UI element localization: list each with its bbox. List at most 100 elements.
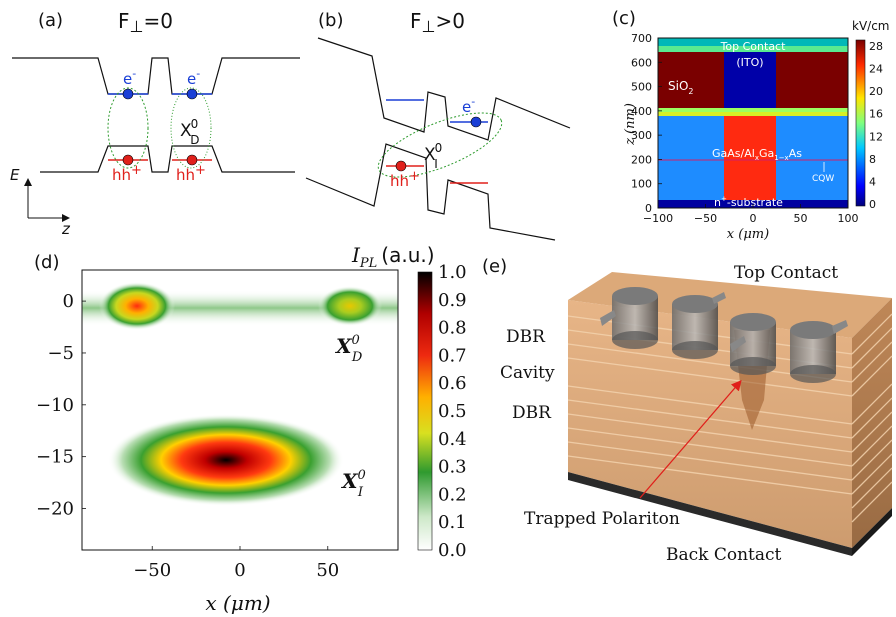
dbr-bottom-label: DBR [512,403,552,423]
electron-label: e [123,70,132,88]
pillar [600,287,658,349]
field-map-ytick-label: 400 [631,105,652,118]
field-map-ytick-label: 500 [631,81,652,94]
field-colorbar-ticks: 28 24 20 16 12 8 4 0 [869,40,883,211]
field-map-ylabel: z (nm) [623,103,638,146]
conduction-band-a [12,57,300,95]
pl-colorbar-tick-label: 0.1 [438,512,467,533]
field-colorbar-tick-label: 20 [869,85,883,98]
field-map-xtick-label: 50 [794,212,808,225]
hole-dot [395,160,407,172]
field-map-xtick-label: 100 [838,212,859,225]
pl-spot-direct-left [99,282,175,330]
field-colorbar-tick-label: 28 [869,40,883,53]
pl-colorbar-tick-label: 0.8 [438,318,467,339]
panel-c-label: (c) [612,8,636,29]
pl-spot-direct-right [318,286,382,326]
pl-spot-indirect [108,414,344,506]
pl-colorbar [417,271,433,551]
field-map-xtick-label: −50 [694,212,717,225]
exciton-ring-direct-left [107,87,149,169]
hole-label: hh [176,166,195,184]
pl-map-x-ticks: −50 0 50 [133,546,339,581]
field-colorbar-tick-label: 12 [869,130,883,143]
pl-map-ytick-label: −20 [36,499,74,520]
device-side-face [852,298,892,548]
substrate-label: n+-substrate [714,195,783,209]
z-axis-label: z [61,220,71,238]
electron-label: e [187,70,196,88]
panel-d: (d) X0 D X0 I 0 −5 −10 −15 −20 −50 0 50 x (μm) I… [34,243,467,615]
field-map-xlabel: x (μm) [727,227,769,242]
svg-text:F⊥>0: F⊥>0 [410,9,465,36]
pl-map-ytick-label: 0 [63,291,74,312]
pl-colorbar-tick-label: 0.6 [438,373,467,394]
field-colorbar-tick-label: 24 [869,63,883,76]
electron-dot [122,88,134,100]
field-map-xtick-label: −100 [643,212,673,225]
pl-colorbar-ticks: 1.0 0.9 0.8 0.7 0.6 0.5 0.4 0.3 0.2 0.1 0.0 [438,262,467,561]
field-map-ytick-label: 0 [645,202,652,215]
pl-map-xlabel: x (μm) [205,591,270,615]
panel-a-field-F: F [118,9,130,33]
panel-c: (c) Top Contact (ITO) SiO2 GaAs/AlxGa1−x… [612,8,890,242]
field-region-ito-column [724,50,776,110]
pl-colorbar-tick-label: 0.2 [438,484,467,505]
exciton-indirect-label: X0 I [424,141,442,171]
valence-band-a [40,145,295,173]
hole-dot [122,154,134,166]
panel-a: (a) F⊥=0 e- e- hh+ hh+ X0 D E z [10,9,300,238]
field-map-y-ticks: 700 600 500 400 300 200 100 0 [631,32,662,215]
cavity-label: Cavity [500,363,555,383]
svg-text:e-: e- [123,67,136,88]
svg-text:F⊥=0: F⊥=0 [118,9,173,36]
valence-band-b [305,143,556,241]
field-region-sio2-left [658,50,724,110]
cqw-label: CQW [812,174,834,184]
back-contact-slab [568,472,852,556]
top-contact-label: Top Contact [720,40,787,53]
trapped-polariton-label: Trapped Polariton [524,509,680,529]
pillar [730,313,776,375]
field-map-ytick-label: 700 [631,32,652,45]
pl-colorbar-tick-label: 1.0 [438,262,467,283]
svg-text:hh+: hh+ [112,163,142,184]
field-map-ytick-label: 600 [631,56,652,69]
field-colorbar-title: kV/cm [852,19,890,33]
panel-d-label: (d) [34,252,59,273]
field-colorbar-tick-label: 8 [869,153,876,166]
field-region-gaas-center [724,116,776,200]
hole-label: hh [112,166,131,184]
field-colorbar-tick-label: 16 [869,108,883,121]
exciton-ring-indirect [377,112,503,178]
electron-dot [470,116,482,128]
electron-label: e [462,98,471,116]
conduction-band-b [317,37,571,141]
svg-text:e-: e- [187,67,200,88]
xd-label: X0 D [334,333,363,365]
gaas-label: GaAs/AlxGa1−xAs [712,147,802,162]
pl-colorbar-tick-label: 0.9 [438,290,467,311]
pl-map-ytick-label: −10 [36,395,74,416]
pillar [790,320,848,383]
hole-label: hh [390,172,409,190]
hole-dot [186,154,198,166]
back-contact-label: Back Contact [666,545,782,565]
energy-axis-label: E [10,166,20,184]
device-illustration [567,272,893,556]
svg-text:hh+: hh+ [176,163,206,184]
pillar [672,292,726,359]
pl-colorbar-tick-label: 0.3 [438,457,467,478]
svg-text:e-: e- [462,95,475,116]
sio2-label: SiO2 [668,79,694,96]
pl-colorbar-tick-label: 0.5 [438,401,467,422]
field-colorbar [855,39,866,207]
exciton-direct-label: X0 D [180,117,200,147]
pl-map-ytick-label: −15 [36,447,74,468]
panel-a-label: (a) [38,10,63,31]
field-map-ytick-label: 100 [631,178,652,191]
pl-map-xtick-label: −50 [133,560,171,581]
panel-e-label: (e) [482,256,507,277]
panel-a-field-perp: ⊥ [130,17,144,36]
panel-b-label: (b) [318,10,343,31]
